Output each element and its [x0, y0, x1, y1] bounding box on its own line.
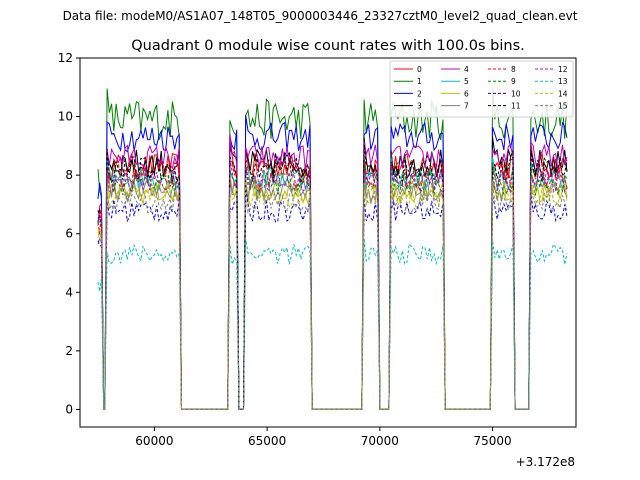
legend-label: 0 — [417, 65, 422, 74]
x-tick-label: 65000 — [248, 434, 286, 448]
series-line-14 — [97, 178, 568, 410]
legend-label: 4 — [464, 65, 469, 74]
series-line-15 — [97, 180, 568, 410]
legend-label: 14 — [558, 89, 568, 98]
series-line-10 — [97, 188, 568, 410]
legend-label: 12 — [558, 65, 568, 74]
series-line-13 — [97, 238, 568, 410]
y-tick-label: 8 — [65, 168, 73, 182]
series-layer — [97, 88, 568, 410]
chart-suptitle: Data file: modeM0/AS1A07_148T05_90000034… — [63, 9, 578, 23]
legend-label: 1 — [417, 77, 422, 86]
series-line-8 — [97, 159, 568, 410]
legend-label: 5 — [464, 77, 469, 86]
legend-label: 9 — [511, 77, 516, 86]
legend-label: 11 — [511, 102, 521, 111]
legend-label: 3 — [417, 102, 422, 111]
legend-label: 8 — [511, 65, 516, 74]
series-line-12 — [97, 158, 568, 410]
series-line-9 — [97, 162, 568, 410]
series-line-4 — [97, 133, 568, 410]
legend-box — [389, 60, 574, 118]
x-tick-label: 60000 — [135, 434, 173, 448]
series-line-7 — [97, 169, 568, 410]
y-tick-label: 2 — [65, 344, 73, 358]
series-line-1 — [97, 88, 568, 410]
y-tick-label: 4 — [65, 285, 73, 299]
y-tick-label: 12 — [58, 51, 73, 65]
legend-label: 13 — [558, 77, 568, 86]
y-tick-label: 10 — [58, 110, 73, 124]
x-tick-label: 70000 — [361, 434, 399, 448]
legend-label: 2 — [417, 89, 422, 98]
legend-label: 15 — [558, 102, 568, 111]
y-tick-label: 6 — [65, 227, 73, 241]
legend-label: 6 — [464, 89, 469, 98]
legend-label: 7 — [464, 102, 469, 111]
y-tick-label: 0 — [65, 402, 73, 416]
legend-label: 10 — [511, 89, 521, 98]
chart-title: Quadrant 0 module wise count rates with … — [131, 38, 525, 54]
x-offset-label: +3.172e8 — [516, 455, 575, 469]
series-line-11 — [97, 144, 568, 410]
series-line-2 — [97, 115, 568, 410]
plot-frame — [79, 57, 577, 428]
series-line-6 — [97, 174, 568, 410]
x-tick-label: 75000 — [473, 434, 511, 448]
